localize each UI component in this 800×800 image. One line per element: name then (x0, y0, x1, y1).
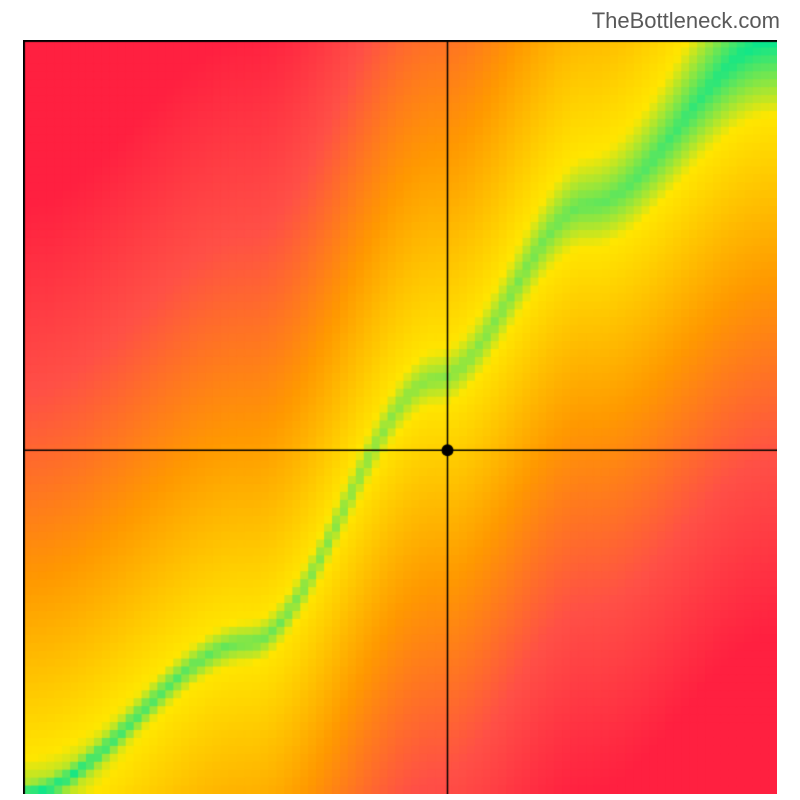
watermark-text: TheBottleneck.com (592, 8, 780, 34)
heatmap-canvas (23, 40, 777, 794)
bottleneck-heatmap-chart (23, 40, 777, 794)
